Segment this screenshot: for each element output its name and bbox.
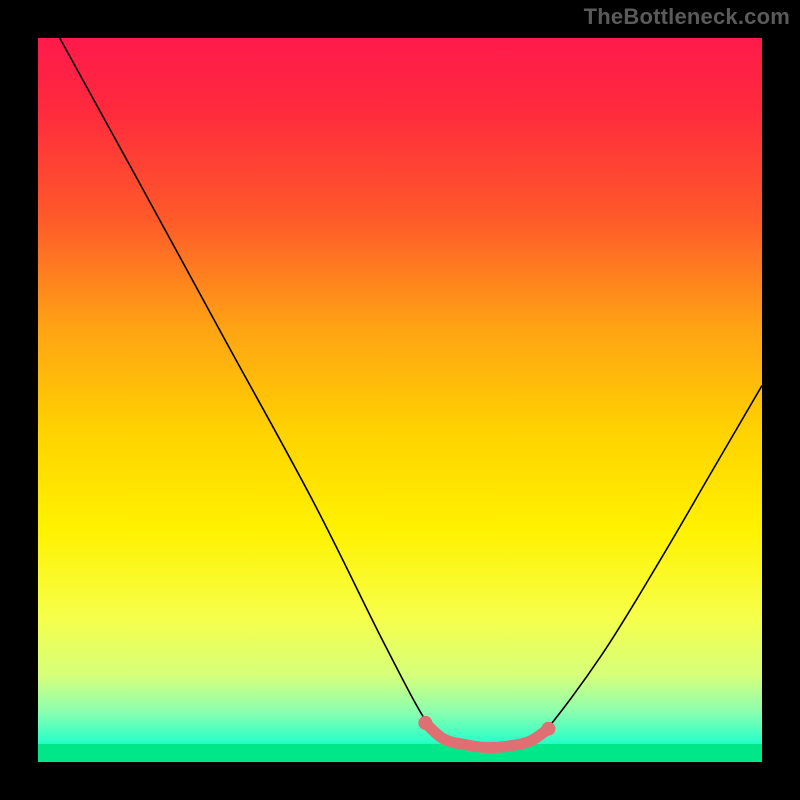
bottleneck-chart bbox=[0, 0, 800, 800]
floor-band bbox=[38, 744, 762, 762]
endpoint-dot bbox=[418, 716, 432, 730]
endpoint-dot bbox=[541, 722, 555, 736]
figure-root: TheBottleneck.com bbox=[0, 0, 800, 800]
chart-background bbox=[38, 38, 762, 762]
watermark-text: TheBottleneck.com bbox=[584, 4, 790, 30]
